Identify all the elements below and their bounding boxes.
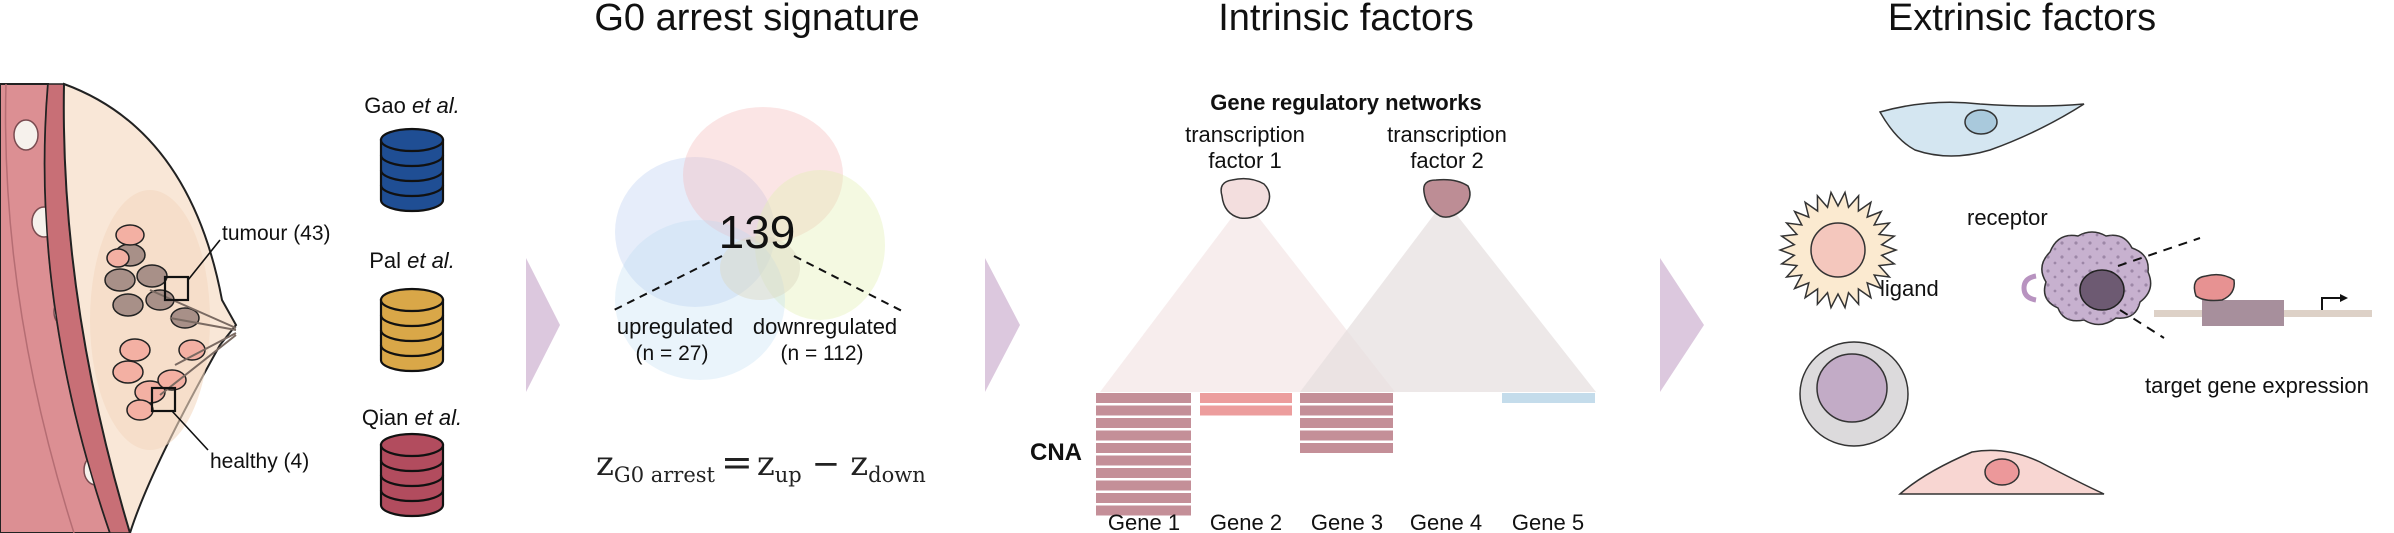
cna-bar-segment: [1096, 480, 1191, 491]
ligand-label: ligand: [1880, 276, 1939, 301]
fibroblast-cell-icon: [1878, 101, 2085, 157]
panel4-title: Extrinsic factors: [1888, 0, 2156, 39]
receptor-icon: [2021, 273, 2037, 303]
cna-bar-segment: [1096, 393, 1191, 403]
cna-bar-segment: [1300, 443, 1393, 453]
dataset-database-icon: [379, 287, 445, 373]
downregulated-count: (n = 112): [780, 342, 863, 365]
upregulated-label: upregulated: [617, 314, 733, 339]
cna-bar-segment: [1096, 493, 1191, 503]
cna-bar-segment: [1502, 393, 1595, 403]
tf2-label-line1: transcription: [1387, 122, 1507, 147]
tumour-lobules: [104, 243, 200, 329]
upregulated-count: (n = 27): [636, 342, 709, 365]
signature-gene-count: 139: [719, 206, 796, 258]
target-gene-construct: [2154, 273, 2372, 326]
regulatory-cones: [1100, 200, 1596, 392]
gene-labels: Gene 1 Gene 2 Gene 3 Gene 4 Gene 5: [1108, 510, 1584, 533]
receptor-label: receptor: [1967, 205, 2048, 230]
cna-bar-segment: [1096, 505, 1191, 516]
cna-bar-segment: [1200, 405, 1292, 416]
panel2-title: G0 arrest signature: [594, 0, 919, 39]
cna-label: CNA: [1030, 439, 1082, 466]
epithelial-cell-icon: [1799, 341, 1909, 447]
cna-bar-segment: [1300, 393, 1393, 403]
gene-label: Gene 3: [1311, 510, 1383, 533]
cna-bar-segment: [1096, 430, 1191, 441]
tf1-label-line1: transcription: [1185, 122, 1305, 147]
target-gene-label: target gene expression: [2145, 373, 2369, 398]
dataset-list: Gao et al. Pal et al. Qian et al.: [362, 93, 462, 518]
cna-bar-segment: [1096, 455, 1191, 466]
immune-cell-icon: [1777, 190, 1899, 310]
tf2-protein-icon: [1423, 178, 1471, 218]
downregulated-label: downregulated: [753, 314, 897, 339]
dataset-database-icon: [379, 432, 445, 518]
tf2-label-line2: factor 2: [1410, 148, 1483, 173]
cna-bars: [1096, 393, 1595, 516]
arrow-icon: [1660, 258, 1704, 392]
gene-label: Gene 2: [1210, 510, 1282, 533]
cna-bar-segment: [1096, 405, 1191, 416]
dataset-label: Pal et al.: [369, 248, 455, 273]
cna-bar-segment: [1096, 418, 1191, 428]
tumour-label: tumour (43): [222, 222, 331, 245]
cna-bar-segment: [1200, 393, 1292, 403]
gene-label: Gene 5: [1512, 510, 1584, 533]
tf1-label-line2: factor 1: [1208, 148, 1281, 173]
tf1-protein-icon: [1220, 177, 1271, 220]
panel-arrows: [526, 258, 1704, 392]
healthy-sample-box: [150, 386, 177, 413]
endothelial-cell-icon: [1898, 449, 2105, 495]
cna-bar-segment: [1300, 430, 1393, 441]
cancer-cell-icon: [2041, 231, 2152, 326]
dataset-database-icon: [379, 127, 445, 213]
tumour-sample-box: [163, 275, 190, 302]
breast-anatomy-illustration: [0, 82, 238, 533]
z-score-formula: zG0 arrest = zup − zdown: [596, 440, 926, 487]
signature-venn-diagram: [615, 107, 885, 380]
cna-bar-segment: [1096, 443, 1191, 453]
healthy-lobules: [106, 224, 206, 421]
dataset-label: Gao et al.: [364, 93, 459, 118]
gene-label: Gene 4: [1410, 510, 1482, 533]
grn-subtitle: Gene regulatory networks: [1210, 90, 1481, 115]
dataset-label: Qian et al.: [362, 405, 462, 430]
healthy-label: healthy (4): [210, 450, 309, 473]
cna-bar-segment: [1096, 468, 1191, 478]
arrow-icon: [985, 258, 1020, 392]
gene-label: Gene 1: [1108, 510, 1180, 533]
panel3-title: Intrinsic factors: [1218, 0, 1474, 39]
cna-bar-segment: [1300, 418, 1393, 428]
cna-bar-segment: [1300, 405, 1393, 416]
arrow-icon: [526, 258, 560, 392]
